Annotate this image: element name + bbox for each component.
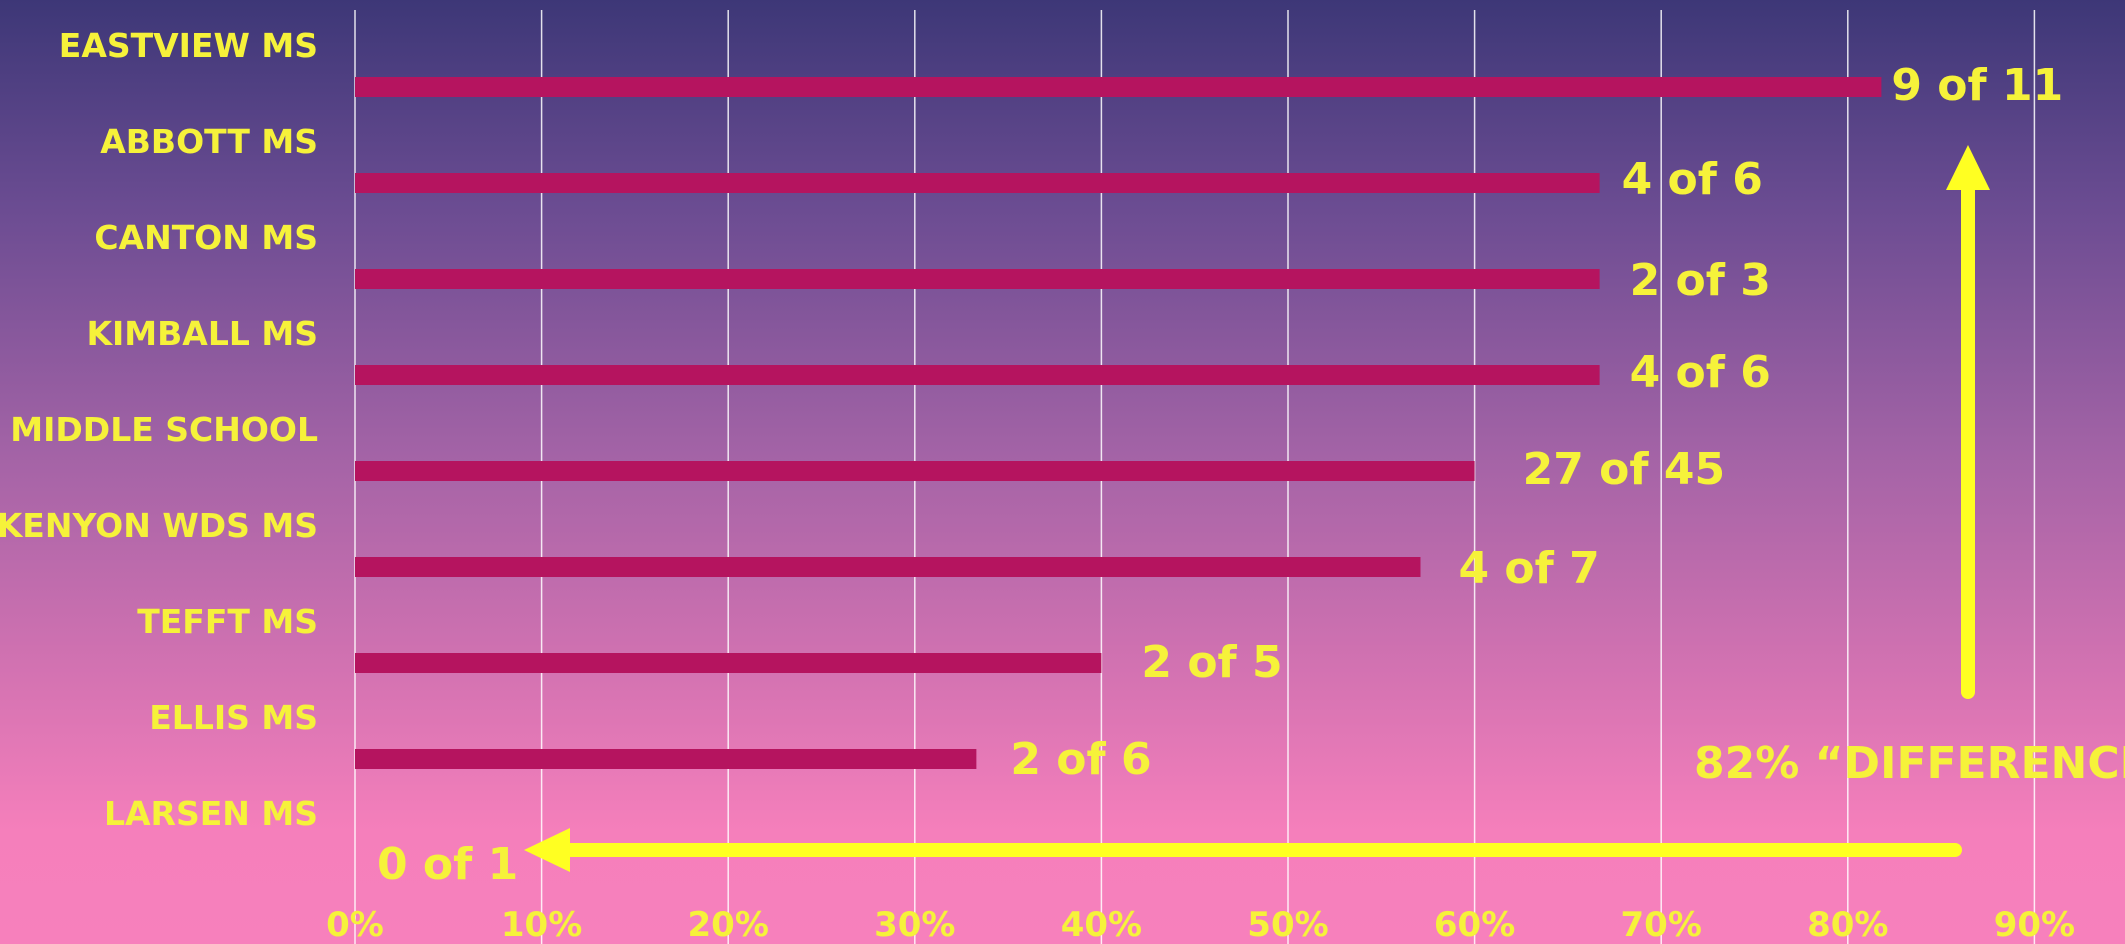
x-tick-label: 50% (1247, 905, 1328, 944)
x-tick-label: 60% (1434, 905, 1515, 944)
category-label: EASTVIEW MS (59, 26, 318, 65)
category-label: ABBOTT MS (100, 122, 318, 161)
x-tick-label: 90% (1994, 905, 2075, 944)
difference-annotation: 82% “DIFFERENCE” (1694, 738, 2125, 789)
bar (355, 173, 1600, 193)
data-label: 4 of 7 (1458, 543, 1599, 594)
category-label: MIDDLE SCHOOL (10, 410, 318, 449)
category-label: LARSEN MS (104, 794, 318, 833)
bar (355, 77, 1882, 97)
bar (355, 653, 1102, 673)
x-axis-ticks: 0% 10% 20% 30% 40% 50% 60% 70% 80% 90% (326, 905, 2075, 944)
category-label: KIMBALL MS (86, 314, 318, 353)
bar (355, 461, 1475, 481)
bar (355, 749, 977, 769)
bar (355, 365, 1600, 385)
x-tick-label: 70% (1621, 905, 1702, 944)
data-label: 4 of 6 (1630, 347, 1771, 398)
data-label: 4 of 6 (1622, 154, 1763, 205)
bar (355, 557, 1421, 577)
annotations: 82% “DIFFERENCE” (524, 145, 2125, 872)
x-tick-label: 30% (874, 905, 955, 944)
category-labels: EASTVIEW MS ABBOTT MS CANTON MS KIMBALL MS M… (0, 26, 318, 833)
data-label: 9 of 11 (1891, 60, 2063, 111)
x-tick-label: 20% (688, 905, 769, 944)
bar (355, 269, 1600, 289)
x-tick-label: 80% (1807, 905, 1888, 944)
data-label: 27 of 45 (1523, 444, 1725, 495)
category-label: CANTON MS (94, 218, 318, 257)
up-arrow-head (1946, 145, 1990, 190)
category-label: KENYON WDS MS (0, 506, 318, 545)
x-tick-label: 40% (1061, 905, 1142, 944)
bars (355, 77, 1882, 769)
data-label: 0 of 1 (377, 839, 518, 890)
x-tick-label: 0% (326, 905, 384, 944)
data-labels: 9 of 11 4 of 6 2 of 3 4 of 6 27 of 45 4 of 7 2… (377, 60, 2063, 890)
data-label: 2 of 5 (1141, 637, 1282, 688)
x-tick-label: 10% (501, 905, 582, 944)
category-label: TEFFT MS (137, 602, 318, 641)
left-arrow-head (524, 828, 570, 872)
category-label: ELLIS MS (149, 698, 318, 737)
data-label: 2 of 6 (1010, 734, 1151, 785)
data-label: 2 of 3 (1630, 255, 1771, 306)
